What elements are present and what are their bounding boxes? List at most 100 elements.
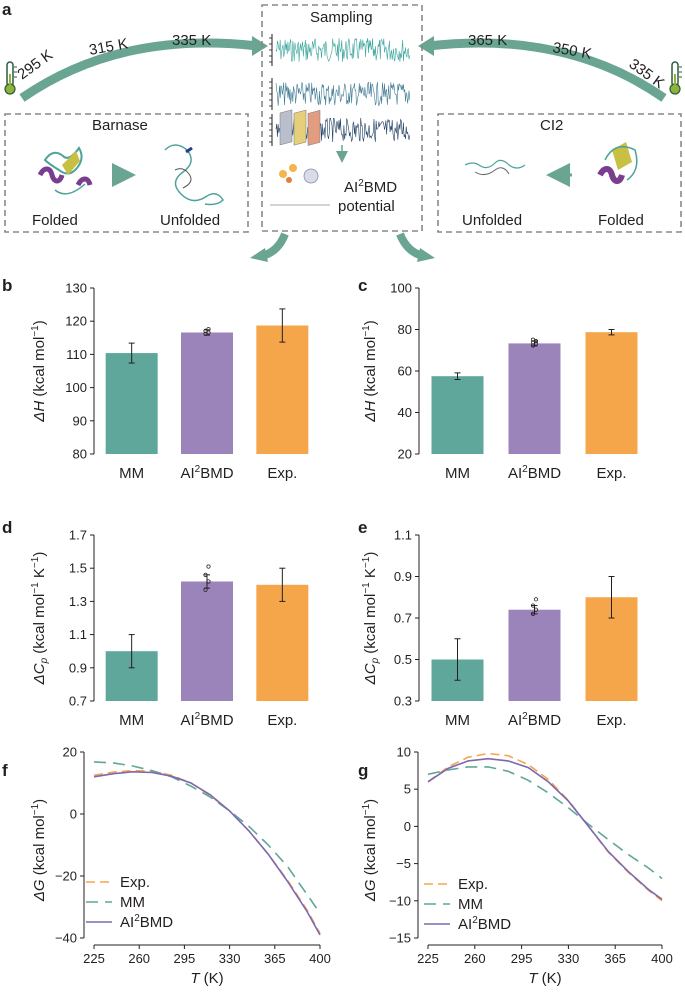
cat-suffix: BMD <box>528 712 562 729</box>
split-arrowhead-left <box>250 248 268 262</box>
sampling-trace-2 <box>275 81 410 106</box>
y-tick-label: 1.1 <box>394 528 412 543</box>
y-label-symbol: ΔC <box>362 663 379 685</box>
y-tick-label: 10 <box>397 745 411 760</box>
barnase-box <box>4 113 249 233</box>
series-line-mm <box>93 761 321 914</box>
y-label-superscript: −1 <box>30 556 41 568</box>
sampling-box <box>261 4 423 232</box>
protein-structure-icon <box>164 144 224 206</box>
y-label-unit: (kcal mol <box>31 815 48 879</box>
category-label: Exp. <box>596 712 626 729</box>
y-label-unit: (kcal mol <box>362 337 379 401</box>
x-tick-label: 260 <box>128 951 150 966</box>
y-tick-label: 80 <box>73 447 87 462</box>
y-label-subscript: p <box>39 657 50 664</box>
panel-a: a 295 K 315 K 335 K 365 K 350 K 335 K Ba… <box>2 0 682 262</box>
replicate-point <box>530 603 536 608</box>
ci2-title: CI2 <box>540 117 563 134</box>
category-label: AI2BMD <box>508 711 561 729</box>
legend-label: Exp. <box>120 874 150 891</box>
replicate-point <box>530 337 536 342</box>
bar-ai2bmd <box>508 343 561 454</box>
right-arrowhead <box>418 36 434 56</box>
y-label-unit: ) <box>31 552 48 557</box>
y-label-superscript: −1 <box>30 582 41 594</box>
y-axis-label: ΔH (kcal mol−1) <box>30 320 48 423</box>
y-tick-label: 5 <box>404 782 411 797</box>
replicate-point <box>206 327 211 332</box>
y-label-unit: ) <box>362 320 379 325</box>
left-arrowhead <box>252 36 268 56</box>
category-label: AI2BMD <box>180 464 233 482</box>
y-tick-label: 0.3 <box>394 694 412 709</box>
left-temp-2: 315 K <box>88 35 130 59</box>
thermometer-icon <box>669 61 682 95</box>
x-tick-label: 365 <box>264 951 286 966</box>
replicate-point <box>533 597 539 602</box>
y-label-unit: (kcal mol <box>362 594 379 658</box>
chart-b: b 80 90 100 110 120 130 ΔH (kcal mol−1) MM AI2BMD… <box>2 276 309 482</box>
category-label: MM <box>119 712 144 729</box>
right-temp-1: 365 K <box>468 32 507 49</box>
y-label-unit: (kcal mol <box>362 815 379 879</box>
y-tick-label: 1.7 <box>69 528 87 543</box>
y-tick-label: 0.7 <box>69 694 87 709</box>
y-axis-label: ΔCp (kcal mol−1 K−1) <box>361 552 381 686</box>
category-label: AI2BMD <box>508 464 561 482</box>
cat-suffix: BMD <box>200 465 234 482</box>
y-label-superscript: −1 <box>361 556 372 568</box>
x-label-unit: (K) <box>200 970 224 987</box>
legend-label: MM <box>458 896 483 913</box>
y-tick-label: 1.1 <box>69 627 87 642</box>
left-temp-3: 335 K <box>172 32 211 49</box>
replicate-point <box>203 328 208 333</box>
protein-structure-icon <box>464 159 526 176</box>
protein-structure-icon <box>597 142 638 184</box>
barnase-title: Barnase <box>92 117 148 134</box>
legend-label: AI2BMD <box>120 913 173 931</box>
y-tick-label: 0.5 <box>394 652 412 667</box>
x-tick-label: 330 <box>558 951 580 966</box>
category-label: Exp. <box>596 465 626 482</box>
bar-mm <box>105 353 158 454</box>
panel-a-label: a <box>2 0 12 19</box>
y-label-unit: ) <box>31 799 48 804</box>
y-label-unit: ) <box>362 799 379 804</box>
cat-prefix: AI <box>120 914 134 931</box>
y-tick-label: 0.9 <box>394 569 412 584</box>
split-arrowhead-right <box>417 248 435 262</box>
legend-label: AI2BMD <box>458 915 511 933</box>
cat-prefix: AI <box>458 916 472 933</box>
y-label-symbol: ΔC <box>31 663 48 685</box>
category-label: MM <box>119 465 144 482</box>
y-label-unit: ) <box>31 320 48 325</box>
x-tick-label: 400 <box>309 951 331 966</box>
x-label-symbol: T <box>190 970 201 987</box>
x-tick-label: 365 <box>604 951 626 966</box>
chart-g: g −15 −10 −5 0 5 10 225 260 295 330 365 400 T (K) ΔG (… <box>358 745 673 988</box>
y-tick-label: 80 <box>398 322 412 337</box>
cat-sup: 2 <box>195 464 201 475</box>
y-tick-label: 100 <box>65 380 87 395</box>
bar-mm <box>431 376 484 454</box>
y-label-symbol: ΔH <box>31 401 48 423</box>
right-temperature-arrow <box>427 38 667 102</box>
barnase-folded-label: Folded <box>32 212 78 229</box>
sampling-title: Sampling <box>310 9 373 26</box>
legend-label: Exp. <box>458 876 488 893</box>
right-temp-2: 350 K <box>551 39 593 63</box>
y-label-symbol: ΔH <box>362 401 379 423</box>
y-label-unit: (kcal mol <box>31 337 48 401</box>
ci2-folded-label: Folded <box>598 212 644 229</box>
y-tick-label: −15 <box>389 931 411 946</box>
panel-label-b: b <box>2 276 12 295</box>
category-label: AI2BMD <box>180 711 233 729</box>
sampling-trace-1 <box>275 37 410 63</box>
bar-ai2bmd <box>181 581 233 701</box>
ci2-unfolded-label: Unfolded <box>462 212 522 229</box>
series-line-mm <box>427 766 663 880</box>
y-tick-label: 60 <box>398 364 412 379</box>
